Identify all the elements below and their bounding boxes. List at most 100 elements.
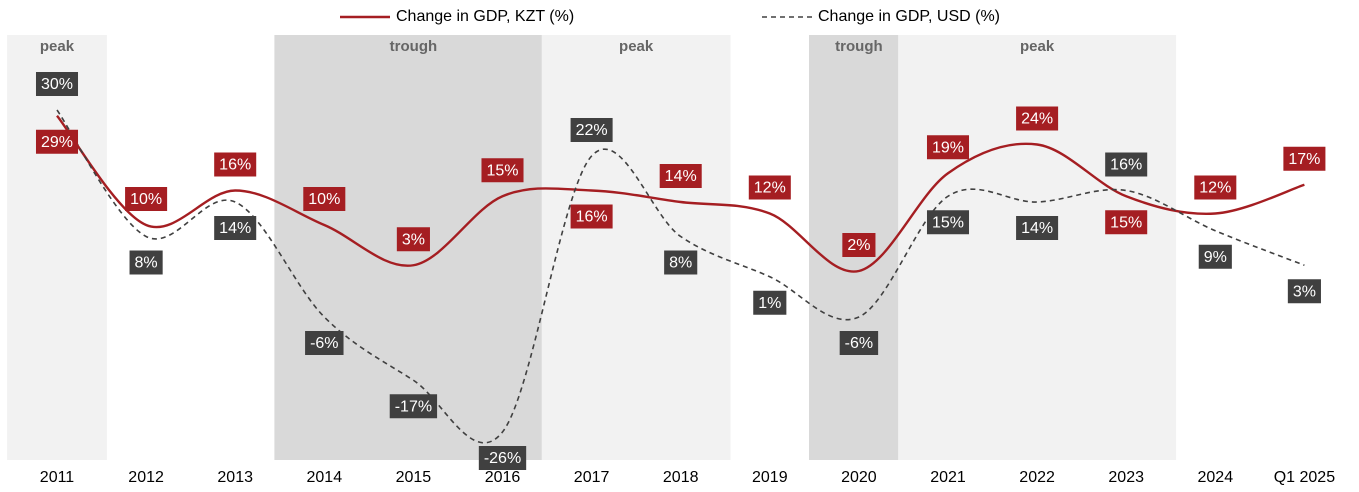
data-label: 14% — [214, 216, 257, 240]
label-box — [926, 210, 970, 235]
data-label-text: 24% — [1021, 111, 1053, 128]
data-label-text: 2% — [847, 237, 870, 254]
data-label: 15% — [926, 210, 970, 235]
label-box — [303, 187, 346, 211]
data-label: 30% — [35, 72, 79, 96]
label-box — [1016, 106, 1059, 131]
label-box — [1198, 244, 1232, 269]
series-line — [56, 114, 1305, 273]
data-label: 22% — [570, 118, 613, 142]
label-box — [35, 72, 79, 96]
data-label: 3% — [1287, 279, 1321, 304]
data-label-text: -6% — [845, 335, 873, 352]
phase-band — [7, 35, 107, 460]
data-label-text: 14% — [1021, 220, 1053, 237]
data-label: -17% — [389, 394, 438, 419]
data-label-text: 16% — [576, 209, 608, 226]
data-label-text: 16% — [1110, 157, 1142, 174]
label-box — [842, 233, 876, 257]
x-tick-label: 2014 — [307, 469, 343, 486]
data-label: 1% — [753, 290, 787, 315]
data-label: 12% — [1194, 175, 1237, 200]
data-label: 17% — [1283, 146, 1326, 171]
label-box — [396, 227, 430, 252]
data-label-text: -26% — [484, 450, 521, 467]
x-tick-label: 2011 — [40, 469, 75, 486]
x-tick-label: 2021 — [930, 469, 966, 486]
label-box — [1283, 146, 1326, 171]
data-label: 14% — [1016, 216, 1059, 240]
data-label: 16% — [214, 152, 257, 177]
data-label: 24% — [1016, 106, 1059, 131]
label-box — [1287, 279, 1321, 304]
phase-band — [541, 35, 731, 460]
phase-label: trough — [835, 38, 882, 55]
label-box — [389, 394, 438, 419]
label-box — [305, 331, 344, 355]
data-label: 10% — [303, 187, 346, 211]
label-box — [214, 216, 257, 240]
data-label: 9% — [1198, 244, 1232, 269]
label-box — [125, 187, 168, 211]
data-label-text: -6% — [310, 335, 338, 352]
label-box — [481, 158, 524, 183]
data-label-text: 3% — [1293, 283, 1316, 300]
label-box — [35, 129, 79, 154]
data-label-text: 1% — [758, 295, 781, 312]
data-label-text: 12% — [754, 180, 786, 197]
data-label: 10% — [125, 187, 168, 211]
label-box — [659, 164, 702, 188]
x-tick-label: Q1 2025 — [1274, 469, 1335, 486]
label-box — [748, 175, 791, 200]
x-tick-label: 2017 — [574, 469, 610, 486]
data-label-text: 10% — [130, 191, 162, 208]
label-box — [570, 204, 613, 229]
data-label: -26% — [478, 446, 527, 470]
data-label-text: 15% — [486, 162, 518, 179]
label-box — [839, 331, 879, 355]
data-label-text: 9% — [1204, 249, 1227, 266]
data-label-text: 16% — [219, 157, 251, 174]
data-label-text: -17% — [395, 398, 432, 415]
x-tick-label: 2023 — [1108, 469, 1144, 486]
data-label: 3% — [396, 227, 430, 252]
label-box — [926, 135, 970, 160]
data-label: 19% — [926, 135, 970, 160]
data-label-text: 8% — [669, 255, 692, 272]
phase-label: peak — [619, 38, 654, 55]
label-box — [214, 152, 257, 177]
data-label-text: 12% — [1199, 180, 1231, 197]
data-label-text: 14% — [219, 220, 251, 237]
x-tick-label: 2022 — [1019, 469, 1055, 486]
data-label-text: 8% — [135, 255, 158, 272]
label-box — [129, 250, 163, 275]
x-tick-label: 2012 — [128, 469, 164, 486]
x-tick-label: 2024 — [1198, 469, 1234, 486]
data-label: 16% — [1105, 152, 1148, 177]
label-box — [1105, 152, 1148, 177]
x-tick-label: 2015 — [396, 469, 432, 486]
data-label-text: 30% — [41, 76, 73, 93]
x-tick-label: 2016 — [485, 469, 521, 486]
data-label-text: 22% — [576, 122, 608, 139]
label-box — [1194, 175, 1237, 200]
phase-label: peak — [1020, 38, 1055, 55]
label-box — [1105, 210, 1148, 235]
label-box — [753, 290, 787, 315]
phase-label: peak — [40, 38, 75, 55]
data-label-text: 17% — [1288, 151, 1320, 168]
data-label-text: 3% — [402, 231, 425, 248]
data-label-text: 14% — [665, 168, 697, 185]
data-label-text: 29% — [41, 134, 73, 151]
data-label: 8% — [129, 250, 163, 275]
data-label: -6% — [839, 331, 879, 355]
data-label: 15% — [481, 158, 524, 183]
data-label: 8% — [664, 250, 698, 275]
phase-label: trough — [390, 38, 437, 55]
label-box — [664, 250, 698, 275]
x-tick-label: 2020 — [841, 469, 877, 486]
data-label-text: 15% — [1110, 214, 1142, 231]
x-tick-label: 2018 — [663, 469, 699, 486]
legend-label: Change in GDP, KZT (%) — [396, 8, 574, 25]
